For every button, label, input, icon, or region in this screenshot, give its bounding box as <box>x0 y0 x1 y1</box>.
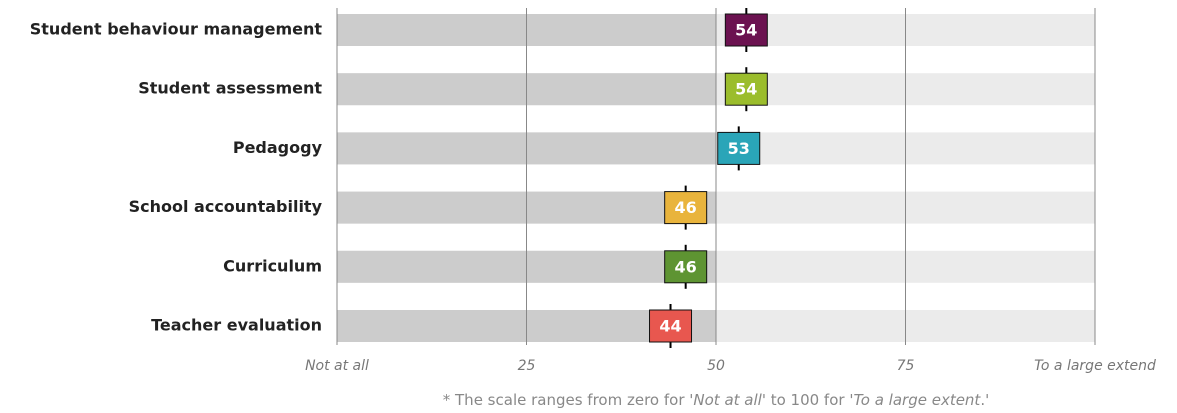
footnote-part: Not at all <box>693 391 762 409</box>
x-tick-label: 75 <box>897 358 915 374</box>
x-tick-label: 50 <box>707 358 725 374</box>
category-label: Pedagogy <box>233 138 323 157</box>
category-label: Curriculum <box>223 256 322 275</box>
footnote-part: * The scale ranges from zero for ' <box>443 391 694 409</box>
category-label: Student behaviour management <box>30 20 323 39</box>
value-label: 53 <box>728 139 750 158</box>
marker <box>724 13 768 47</box>
footnote-part: To a large extent <box>853 391 981 409</box>
footnote-part: ' to 100 for ' <box>762 391 854 409</box>
value-label: 44 <box>659 317 681 336</box>
footnote-part: .' <box>980 391 989 409</box>
x-tick-label: Not at all <box>305 358 369 374</box>
footnote: * The scale ranges from zero for 'Not at… <box>443 391 989 409</box>
value-label: 46 <box>675 198 697 217</box>
category-label: Student assessment <box>138 79 322 98</box>
category-label: Teacher evaluation <box>151 316 322 335</box>
value-label: 54 <box>735 80 757 99</box>
marker <box>717 131 761 165</box>
x-tick-label: 25 <box>518 358 536 374</box>
value-label: 54 <box>735 21 757 40</box>
marker <box>649 309 693 343</box>
marker <box>664 191 708 225</box>
marker <box>664 250 708 284</box>
value-label: 46 <box>675 257 697 276</box>
category-label: School accountability <box>129 197 323 216</box>
marker <box>724 72 768 106</box>
x-tick-label: To a large extend <box>1034 358 1156 374</box>
